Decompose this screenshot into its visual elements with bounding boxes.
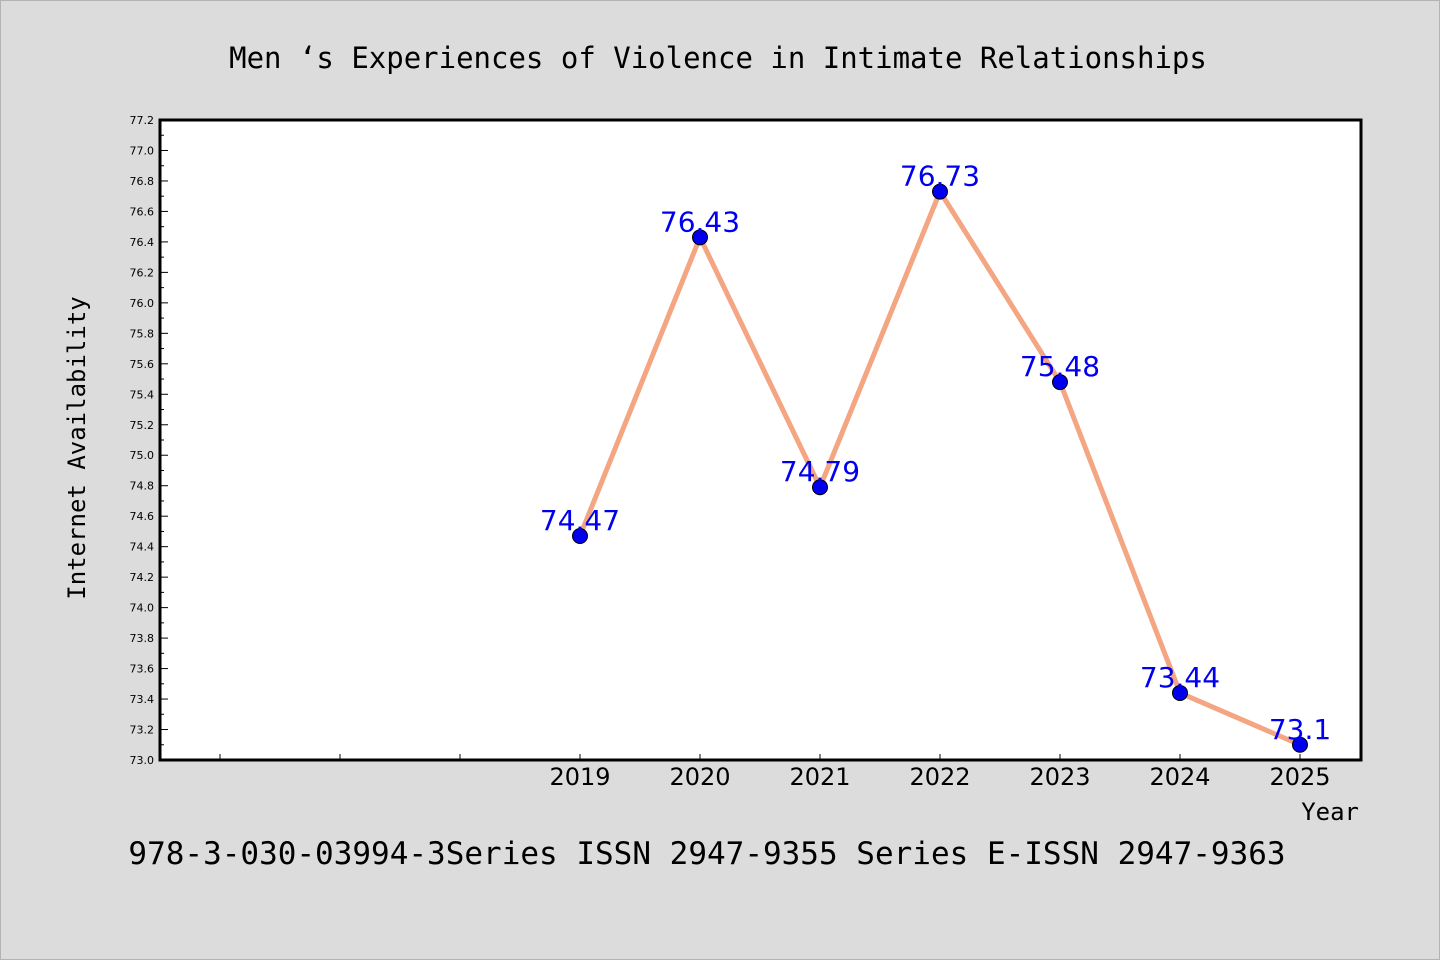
data-point-2020 — [692, 229, 708, 246]
y-tick-label: 74.6 — [130, 510, 155, 523]
y-tick-label: 76.4 — [130, 236, 155, 249]
data-label-2022: 76.73 — [900, 160, 980, 193]
y-tick-label: 77.2 — [130, 114, 155, 127]
y-tick-label: 73.4 — [130, 693, 155, 706]
data-label-2024: 73.44 — [1140, 661, 1220, 694]
y-tick-label: 74.0 — [130, 602, 155, 615]
data-label-2025: 73.1 — [1269, 713, 1331, 746]
data-label-2020: 76.43 — [660, 205, 740, 238]
y-tick-label: 75.0 — [130, 449, 155, 462]
x-axis-label: Year — [1301, 798, 1359, 826]
data-label-2021: 74.79 — [780, 455, 860, 488]
y-tick-label: 75.6 — [130, 358, 155, 371]
x-tick-label: 2019 — [549, 763, 610, 791]
y-tick-label: 73.0 — [130, 754, 155, 767]
x-tick-label: 2025 — [1269, 763, 1330, 791]
x-tick-label: 2023 — [1029, 763, 1090, 791]
plot-area — [158, 118, 1363, 762]
data-point-2019 — [572, 528, 588, 544]
y-tick-label: 76.8 — [130, 175, 155, 188]
y-tick-label: 73.8 — [130, 632, 155, 645]
data-label-2019: 74.47 — [540, 504, 620, 537]
x-tick-label: 2021 — [789, 763, 850, 791]
data-point-2024 — [1172, 684, 1188, 701]
x-axis: 2019 2020 2021 2022 2023 2024 2025 — [219, 754, 1331, 791]
y-tick-label: 76.0 — [130, 297, 155, 310]
y-tick-label: 75.4 — [130, 388, 155, 401]
data-point-2021 — [812, 479, 828, 496]
series-layer: 74.47 76.43 74.79 76.73 75.48 73.44 73.1 — [540, 160, 1331, 753]
data-point-2025 — [1292, 736, 1308, 753]
y-axis: 73.0 73.2 73.4 73.6 73.8 74.0 74.2 74.4 74.6 74.8… — [130, 114, 168, 767]
y-tick-label: 73.6 — [130, 663, 155, 676]
y-tick-label: 74.4 — [130, 541, 155, 554]
x-tick-label: 2024 — [1149, 763, 1210, 791]
chart-title: Men ‘s Experiences of Violence in Intima… — [229, 41, 1207, 75]
y-tick-label: 74.2 — [130, 571, 155, 584]
y-tick-label: 76.6 — [130, 205, 155, 218]
x-tick-label: 2022 — [909, 763, 970, 791]
y-tick-label: 76.2 — [130, 266, 155, 279]
y-tick-label: 77.0 — [130, 144, 155, 157]
y-tick-label: 75.2 — [130, 419, 155, 432]
y-tick-label: 74.8 — [130, 480, 155, 493]
data-point-2023 — [1052, 374, 1068, 391]
x-tick-label: 2020 — [669, 763, 730, 791]
data-label-2023: 75.48 — [1020, 350, 1100, 383]
y-tick-label: 75.8 — [130, 327, 155, 340]
data-point-2022 — [932, 183, 948, 200]
footer-isbn-text: 978-3-030-03994-3Series ISSN 2947-9355 S… — [128, 836, 1285, 872]
y-axis-label: Internet Availability — [63, 296, 91, 599]
y-tick-label: 73.2 — [130, 724, 155, 737]
